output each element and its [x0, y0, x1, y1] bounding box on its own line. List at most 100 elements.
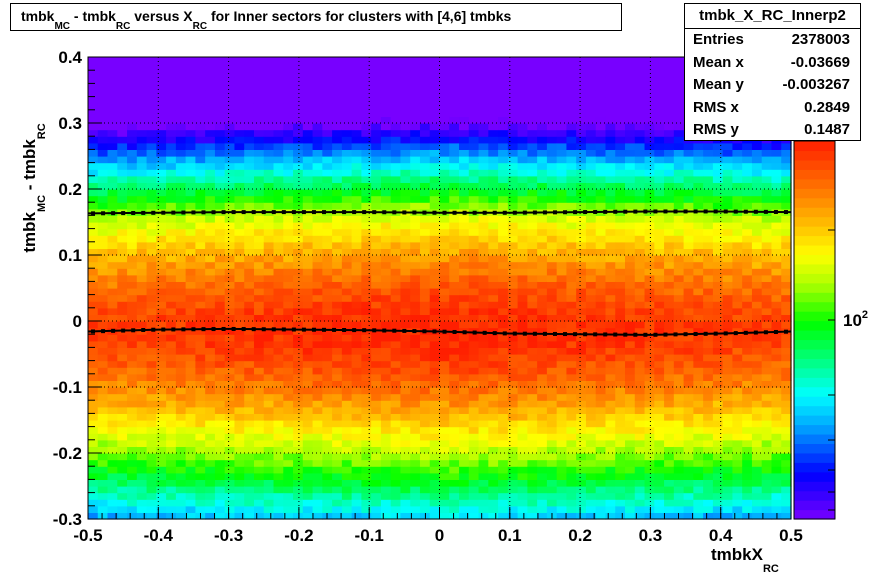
heatmap-cell [478, 307, 489, 315]
heatmap-cell [712, 307, 724, 315]
heatmap-cell [361, 347, 372, 355]
heatmap-cell [205, 505, 216, 513]
heatmap-cell [673, 235, 685, 243]
heatmap-cell [556, 321, 568, 329]
heatmap-cell [146, 367, 157, 375]
heatmap-cell [117, 453, 128, 461]
heatmap-cell [566, 433, 577, 441]
heatmap-cell [556, 182, 568, 190]
heatmap-cell [585, 354, 597, 362]
heatmap-cell [781, 453, 792, 461]
heatmap-cell [449, 426, 460, 434]
heatmap-cell [585, 314, 597, 322]
heatmap-cell [556, 116, 568, 124]
heatmap-cell [703, 281, 714, 289]
heatmap-cell [312, 76, 323, 84]
heatmap-cell [556, 149, 568, 157]
heatmap-cell [341, 301, 353, 309]
heatmap-cell [380, 281, 392, 289]
heatmap-cell [214, 327, 226, 335]
heatmap-cell [380, 156, 392, 164]
heatmap-cell [527, 420, 538, 428]
heatmap-cell [205, 499, 216, 507]
heatmap-cell [527, 57, 538, 65]
heatmap-cell [712, 248, 724, 256]
heatmap-cell [273, 406, 284, 414]
heatmap-cell [459, 228, 470, 236]
heatmap-cell [341, 169, 353, 177]
heatmap-cell [410, 472, 421, 480]
heatmap-cell [400, 486, 411, 494]
heatmap-cell [498, 169, 509, 177]
heatmap-cell [605, 459, 616, 467]
heatmap-cell [263, 400, 275, 408]
heatmap-cell [595, 367, 607, 375]
heatmap-cell [634, 57, 646, 65]
heatmap-cell [361, 83, 372, 91]
heatmap-cell [732, 288, 743, 296]
heatmap-cell [302, 373, 314, 381]
heatmap-cell [293, 215, 304, 223]
heatmap-cell [214, 334, 226, 342]
heatmap-cell [761, 261, 773, 269]
heatmap-cell [97, 83, 109, 91]
heatmap-cell [322, 175, 333, 183]
heatmap-cell [771, 142, 782, 150]
heatmap-cell [312, 182, 323, 190]
heatmap-cell [371, 334, 382, 342]
heatmap-cell [351, 149, 362, 157]
heatmap-cell [410, 156, 421, 164]
heatmap-cell [136, 129, 148, 137]
heatmap-cell [449, 129, 460, 137]
heatmap-cell [166, 413, 177, 421]
heatmap-cell [283, 189, 294, 197]
heatmap-cell [449, 446, 460, 454]
heatmap-cell [732, 149, 743, 157]
heatmap-cell [546, 393, 558, 401]
heatmap-cell [585, 169, 597, 177]
heatmap-cell [205, 453, 216, 461]
heatmap-cell [351, 136, 362, 144]
heatmap-cell [293, 433, 304, 441]
heatmap-cell [664, 446, 675, 454]
heatmap-cell [468, 57, 480, 65]
heatmap-cell [322, 281, 333, 289]
heatmap-cell [283, 228, 294, 236]
heatmap-cell [332, 334, 343, 342]
heatmap-cell [136, 340, 148, 348]
heatmap-cell [615, 486, 626, 494]
heatmap-cell [595, 472, 607, 480]
heatmap-cell [156, 413, 167, 421]
heatmap-cell [732, 446, 743, 454]
heatmap-cell [576, 136, 587, 144]
heatmap-cell [107, 367, 118, 375]
heatmap-cell [273, 162, 284, 170]
heatmap-cell [117, 63, 128, 71]
heatmap-cell [429, 156, 441, 164]
heatmap-cell [751, 387, 763, 395]
heatmap-cell [576, 400, 587, 408]
heatmap-cell [400, 281, 411, 289]
heatmap-cell [449, 215, 460, 223]
heatmap-cell [283, 347, 294, 355]
heatmap-cell [459, 321, 470, 329]
heatmap-cell [781, 360, 792, 368]
heatmap-cell [107, 129, 118, 137]
heatmap-cell [293, 281, 304, 289]
heatmap-cell [97, 492, 109, 500]
heatmap-cell [185, 373, 196, 381]
heatmap-cell [429, 486, 441, 494]
heatmap-cell [146, 413, 157, 421]
heatmap-cell [625, 413, 636, 421]
heatmap-cell [459, 347, 470, 355]
heatmap-cell [253, 215, 265, 223]
heatmap-cell [625, 96, 636, 104]
heatmap-cell [488, 459, 499, 467]
heatmap-cell [205, 459, 216, 467]
heatmap-cell [234, 439, 245, 447]
heatmap-cell [351, 459, 362, 467]
heatmap-cell [498, 307, 509, 315]
heatmap-cell [341, 123, 353, 131]
heatmap-cell [615, 433, 626, 441]
heatmap-cell [107, 116, 118, 124]
